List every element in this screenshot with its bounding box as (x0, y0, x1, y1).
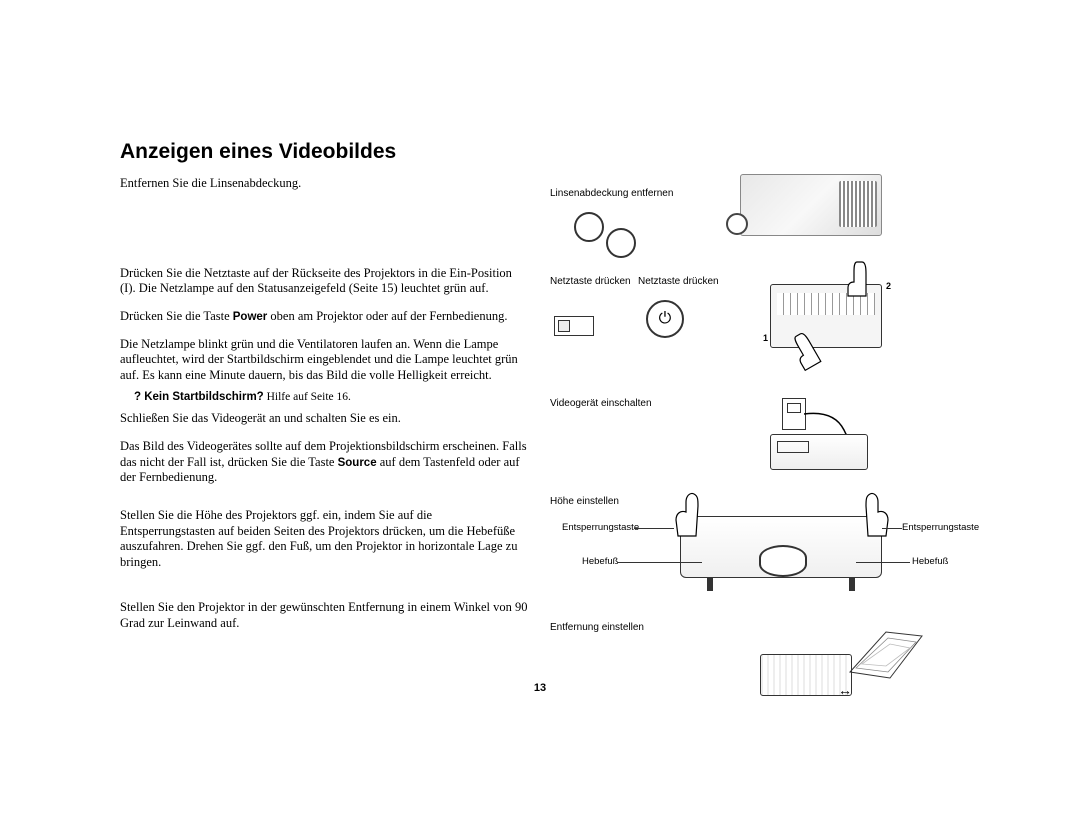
caption: Netztaste drücken (550, 276, 631, 287)
manual-page: Anzeigen eines Videobildes Entfernen Sie… (0, 0, 1080, 834)
callout-number: 2 (886, 281, 891, 291)
paragraph: Schließen Sie das Videogerät an und scha… (120, 411, 530, 427)
figure-remove-lens-cap: Linsenabdeckung entfernen (550, 184, 950, 264)
caption: Linsenabdeckung entfernen (550, 188, 673, 199)
help-question: ? Kein Startbildschirm? (134, 391, 264, 403)
callout-number: 1 (763, 333, 768, 343)
help-answer: Hilfe auf Seite 16. (264, 391, 351, 403)
lens-cap-icon (606, 228, 636, 258)
paragraph: Stellen Sie die Höhe des Projektors ggf.… (120, 508, 530, 571)
power-button-icon: ⏻ (646, 300, 684, 338)
projector-illustration (740, 174, 882, 236)
label: Entsperrungstaste (902, 522, 979, 533)
hand-icon (842, 260, 872, 300)
label: Entsperrungstaste (562, 522, 639, 533)
illustration-column: Linsenabdeckung entfernen Netztaste drüc… (550, 176, 950, 636)
hand-icon (862, 490, 898, 540)
page-number: 13 (534, 682, 546, 694)
projection-screen-icon (846, 622, 926, 682)
figure-adjust-distance: Entfernung einstellen ↔ (550, 622, 950, 712)
page-title: Anzeigen eines Videobildes (120, 140, 965, 164)
figure-adjust-height: Höhe einstellen Entsperrungstaste Entspe… (550, 496, 950, 596)
caption: Videogerät einschalten (550, 398, 652, 409)
vcr-illustration (770, 434, 868, 470)
two-column-layout: Entfernen Sie die Linsenabdeckung. Drück… (120, 176, 965, 636)
caption: Höhe einstellen (550, 496, 619, 507)
label: Hebefuß (912, 556, 948, 567)
double-arrow-icon: ↔ (838, 684, 852, 700)
inline-bold: Source (338, 457, 377, 469)
label: Hebefuß (582, 556, 618, 567)
caption: Netztaste drücken (638, 276, 719, 287)
figure-video-device: Videogerät einschalten (550, 398, 950, 468)
text-run: Drücken Sie die Taste (120, 309, 233, 323)
inline-bold: Power (233, 311, 268, 323)
caption: Entfernung einstellen (550, 622, 644, 633)
help-line: ? Kein Startbildschirm? Hilfe auf Seite … (134, 391, 530, 403)
paragraph: Stellen Sie den Projektor in der gewünsc… (120, 600, 530, 631)
paragraph: Die Netzlampe blinkt grün und die Ventil… (120, 337, 530, 384)
lens-cap-icon (574, 212, 604, 242)
rocker-switch-icon (554, 316, 594, 336)
body-text-column: Entfernen Sie die Linsenabdeckung. Drück… (120, 176, 530, 636)
text-run: oben am Projektor oder auf der Fernbedie… (267, 309, 507, 323)
wall-outlet-icon (782, 398, 806, 430)
figure-power-button: Netztaste drücken Netztaste drücken ⏻ 2 … (550, 276, 950, 386)
paragraph: Das Bild des Videogerätes sollte auf dem… (120, 439, 530, 486)
projector-front-illustration (680, 516, 882, 578)
paragraph: Entfernen Sie die Linsenabdeckung. (120, 176, 530, 192)
hand-icon (666, 490, 702, 540)
paragraph: Drücken Sie die Taste Power oben am Proj… (120, 309, 530, 325)
paragraph: Drücken Sie die Netztaste auf der Rückse… (120, 266, 530, 297)
